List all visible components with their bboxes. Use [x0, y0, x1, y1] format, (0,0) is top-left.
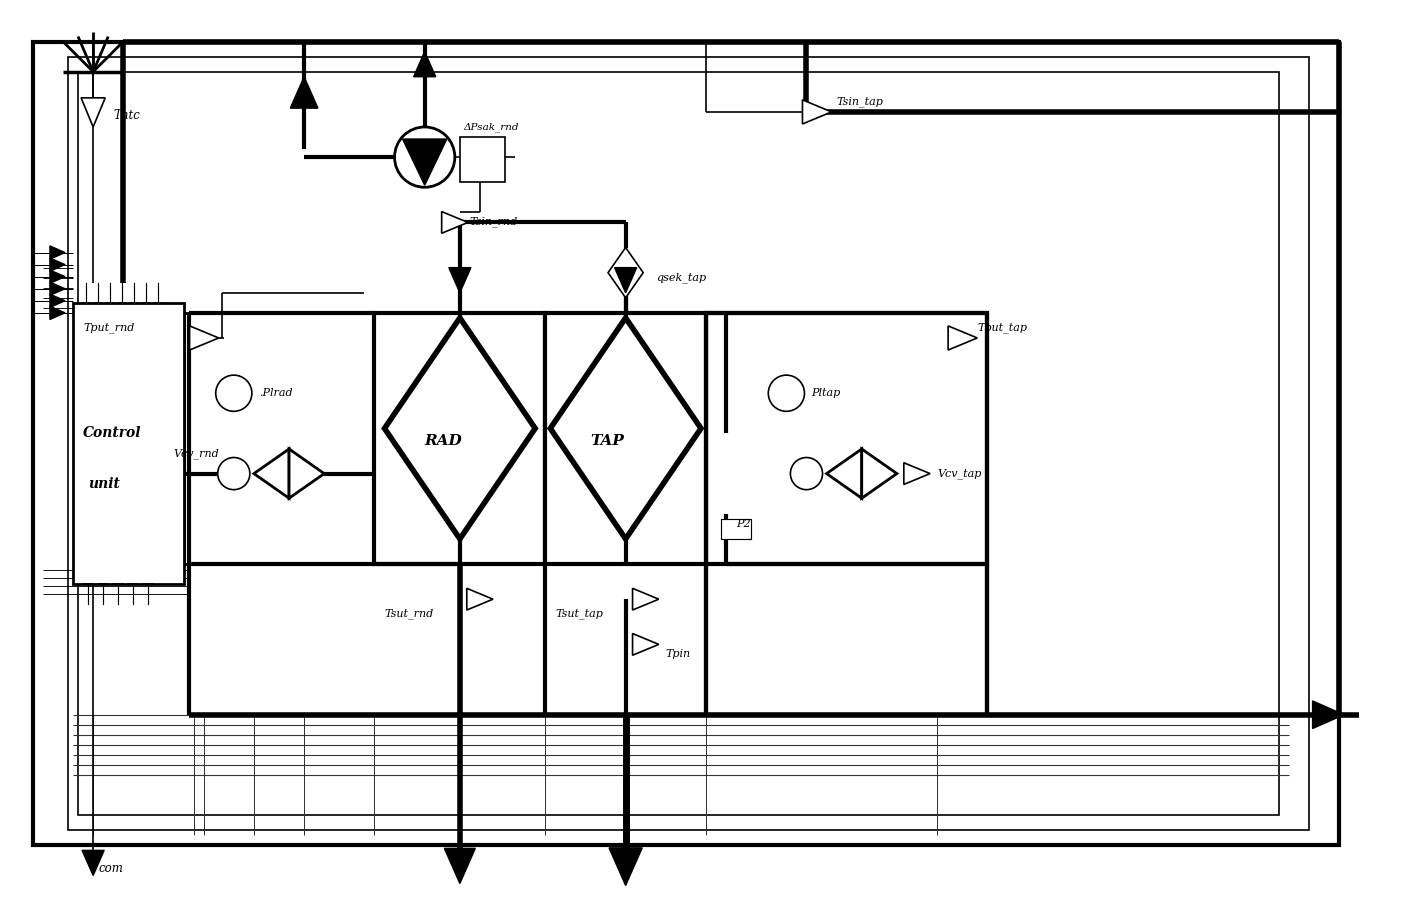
Polygon shape [614, 268, 637, 293]
Polygon shape [80, 98, 106, 127]
Polygon shape [189, 326, 219, 350]
Polygon shape [49, 270, 65, 283]
Polygon shape [947, 326, 977, 350]
Bar [78, 72, 1279, 815]
Text: com: com [99, 863, 123, 875]
Circle shape [217, 457, 250, 490]
Polygon shape [384, 317, 535, 539]
Text: Tsut_rnd: Tsut_rnd [384, 609, 433, 619]
Text: Tpin: Tpin [666, 649, 690, 659]
Text: qsek_tap: qsek_tap [655, 272, 706, 283]
Text: Vcv_tap: Vcv_tap [938, 468, 981, 479]
Bar [706, 313, 987, 564]
Text: Tput_rnd: Tput_rnd [83, 322, 134, 333]
Text: Vcv_rnd: Vcv_rnd [174, 448, 219, 459]
Bar [184, 313, 374, 564]
Circle shape [394, 127, 455, 187]
Polygon shape [49, 246, 65, 259]
Polygon shape [1313, 701, 1344, 728]
Polygon shape [402, 139, 446, 185]
Bar [374, 313, 545, 564]
Polygon shape [291, 77, 318, 108]
Bar [722, 519, 751, 539]
Polygon shape [49, 258, 65, 271]
Bar [73, 303, 184, 584]
Text: Tsin_rnd: Tsin_rnd [470, 217, 518, 228]
Text: unit: unit [88, 477, 120, 491]
Bar [68, 56, 1309, 830]
Text: P2: P2 [736, 519, 751, 529]
Polygon shape [826, 449, 861, 498]
Bar [545, 313, 706, 564]
Polygon shape [861, 449, 897, 498]
Polygon shape [609, 848, 642, 885]
Polygon shape [445, 848, 476, 883]
Polygon shape [467, 589, 493, 610]
Text: RAD: RAD [425, 434, 463, 448]
Bar [460, 137, 505, 182]
Polygon shape [254, 449, 289, 498]
Polygon shape [49, 307, 65, 319]
Text: Pltap: Pltap [812, 388, 840, 398]
Polygon shape [633, 589, 659, 610]
Polygon shape [449, 268, 472, 293]
Polygon shape [904, 463, 931, 484]
Polygon shape [82, 851, 104, 875]
Polygon shape [609, 248, 644, 297]
Bar [32, 42, 1339, 845]
Text: Control: Control [83, 426, 141, 441]
Text: Tsin_tap: Tsin_tap [836, 96, 884, 107]
Circle shape [216, 375, 251, 411]
Text: .Plrad: .Plrad [258, 388, 292, 398]
Polygon shape [442, 211, 467, 233]
Text: Tsut_tap: Tsut_tap [555, 609, 603, 619]
Polygon shape [551, 317, 700, 539]
Polygon shape [802, 100, 832, 124]
Text: Tntc: Tntc [113, 109, 140, 122]
Polygon shape [633, 634, 659, 655]
Circle shape [791, 457, 823, 490]
Text: Tput_tap: Tput_tap [977, 322, 1028, 333]
Polygon shape [49, 282, 65, 296]
Text: TAP: TAP [590, 434, 624, 448]
Polygon shape [289, 449, 325, 498]
Text: ΔPsak_rnd: ΔPsak_rnd [463, 122, 518, 132]
Polygon shape [414, 52, 436, 77]
Polygon shape [49, 294, 65, 307]
Circle shape [768, 375, 805, 411]
